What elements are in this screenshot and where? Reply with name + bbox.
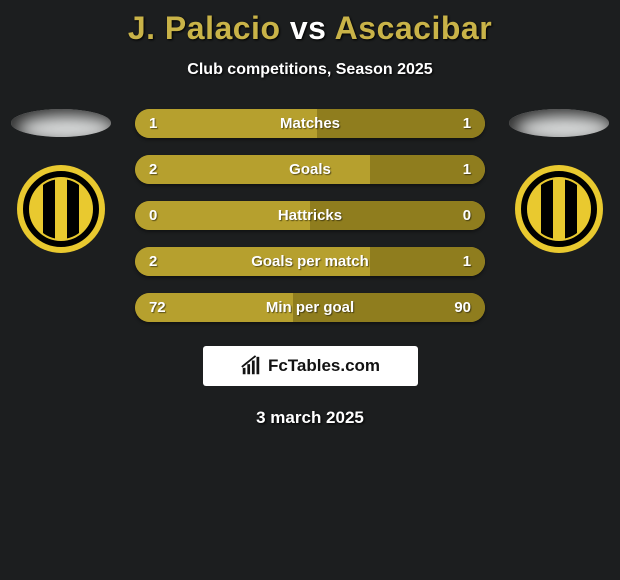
club-crest-right	[515, 165, 603, 253]
club-crest-left	[17, 165, 105, 253]
brand-badge: FcTables.com	[203, 346, 418, 386]
title-player2: Ascacibar	[335, 10, 492, 46]
stat-row: 72 Min per goal 90	[135, 293, 485, 322]
stat-value-left: 0	[149, 207, 157, 224]
stat-value-right: 1	[463, 253, 471, 270]
stat-label: Matches	[280, 115, 340, 132]
stat-value-right: 90	[454, 299, 471, 316]
left-player-col	[8, 109, 115, 322]
title-vs: vs	[290, 10, 327, 46]
title-player1: J. Palacio	[128, 10, 281, 46]
stats-comparison: 1 Matches 1 2 Goals 1 0 Hattricks 0 2 Goals per ma…	[0, 109, 620, 322]
stat-value-right: 0	[463, 207, 471, 224]
subtitle: Club competitions, Season 2025	[0, 61, 620, 79]
stat-label: Goals	[289, 161, 331, 178]
stat-value-left: 72	[149, 299, 166, 316]
stat-row: 1 Matches 1	[135, 109, 485, 138]
right-player-col	[505, 109, 612, 322]
stat-rows: 1 Matches 1 2 Goals 1 0 Hattricks 0 2 Goals per ma…	[135, 109, 485, 322]
player-shadow-right	[509, 109, 609, 137]
chart-icon	[240, 355, 262, 377]
stat-value-right: 1	[463, 161, 471, 178]
stat-label: Goals per match	[251, 253, 369, 270]
stat-value-left: 1	[149, 115, 157, 132]
stat-label: Min per goal	[266, 299, 354, 316]
player-shadow-left	[11, 109, 111, 137]
stat-row: 2 Goals 1	[135, 155, 485, 184]
stat-value-left: 2	[149, 161, 157, 178]
stat-row: 2 Goals per match 1	[135, 247, 485, 276]
stat-value-right: 1	[463, 115, 471, 132]
brand-text: FcTables.com	[268, 356, 380, 376]
page-title: J. Palacio vs Ascacibar	[0, 0, 620, 47]
stat-label: Hattricks	[278, 207, 342, 224]
stat-row: 0 Hattricks 0	[135, 201, 485, 230]
date-text: 3 march 2025	[0, 408, 620, 428]
stat-value-left: 2	[149, 253, 157, 270]
